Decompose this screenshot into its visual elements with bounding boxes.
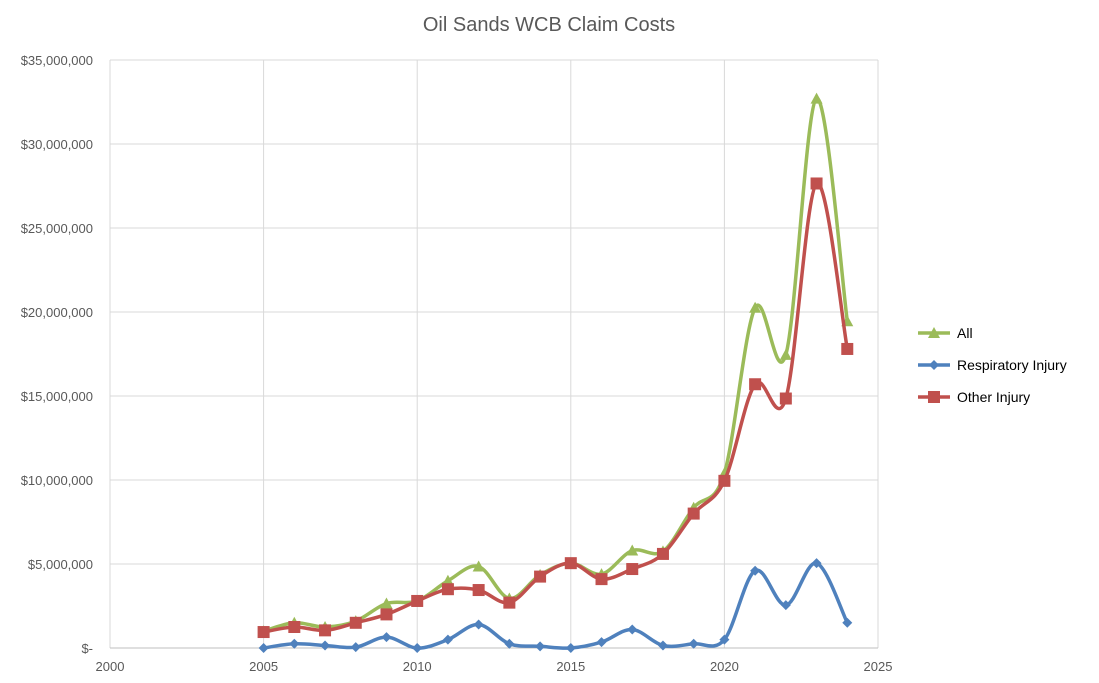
data-point-respiratory-injury	[442, 634, 453, 645]
data-point-other-injury	[349, 616, 362, 629]
data-point-other-injury	[472, 584, 485, 597]
legend-item-all: All	[918, 325, 973, 341]
data-point-respiratory-injury	[657, 640, 668, 651]
data-point-respiratory-injury	[473, 619, 484, 630]
data-point-respiratory-injury	[811, 558, 822, 569]
data-point-other-injury	[411, 594, 424, 607]
data-point-other-injury	[779, 392, 792, 405]
y-tick-label: $5,000,000	[28, 557, 93, 572]
x-tick-label: 2020	[710, 659, 739, 674]
data-point-other-injury	[319, 624, 332, 637]
x-tick-label: 2015	[556, 659, 585, 674]
data-point-respiratory-injury	[350, 642, 361, 653]
data-point-other-injury	[841, 342, 854, 355]
data-point-other-injury	[380, 608, 393, 621]
legend-marker-all	[928, 327, 940, 338]
data-point-respiratory-injury	[504, 638, 515, 649]
data-point-other-injury	[810, 177, 823, 190]
series-layer	[257, 92, 854, 653]
legend-item-respiratory-injury: Respiratory Injury	[918, 357, 1067, 373]
y-tick-label: $20,000,000	[21, 305, 93, 320]
legend-marker-other-injury	[928, 391, 940, 403]
data-point-respiratory-injury	[596, 637, 607, 648]
data-point-respiratory-injury	[719, 634, 730, 645]
data-point-all	[749, 301, 762, 313]
chart-title: Oil Sands WCB Claim Costs	[423, 14, 675, 36]
data-point-other-injury	[595, 573, 608, 586]
data-point-respiratory-injury	[688, 638, 699, 649]
data-point-all	[779, 348, 792, 360]
data-point-respiratory-injury	[565, 643, 576, 653]
data-point-respiratory-injury	[780, 600, 791, 611]
y-axis-ticks: $- $5,000,000 $10,000,000 $15,000,000 $20,00…	[21, 53, 93, 656]
series-line-all	[261, 96, 850, 633]
data-point-other-injury	[656, 547, 669, 560]
x-tick-label: 2010	[403, 659, 432, 674]
data-point-other-injury	[534, 570, 547, 583]
data-point-respiratory-injury	[320, 640, 331, 651]
data-point-other-injury	[687, 507, 700, 520]
legend-label-other-injury: Other Injury	[957, 389, 1030, 405]
data-point-respiratory-injury	[258, 643, 269, 653]
x-axis-ticks: 2000 2005 2010 2015 2020 2025	[96, 659, 893, 674]
data-point-other-injury	[749, 378, 762, 391]
data-point-all	[380, 597, 393, 609]
data-point-respiratory-injury	[412, 643, 423, 653]
data-point-other-injury	[441, 583, 454, 596]
data-point-all	[626, 544, 639, 556]
series-line-respiratory-injury	[261, 561, 850, 650]
legend-label-all: All	[957, 325, 973, 341]
y-tick-label: $25,000,000	[21, 221, 93, 236]
series-respiratory-injury	[258, 558, 853, 653]
data-point-respiratory-injury	[289, 638, 300, 649]
legend-label-respiratory-injury: Respiratory Injury	[957, 357, 1067, 373]
data-point-respiratory-injury	[381, 632, 392, 643]
data-point-other-injury	[257, 626, 270, 639]
data-point-other-injury	[626, 563, 639, 576]
y-tick-label: $35,000,000	[21, 53, 93, 68]
data-point-other-injury	[718, 474, 731, 487]
x-tick-label: 2025	[864, 659, 893, 674]
y-tick-label: $15,000,000	[21, 389, 93, 404]
legend-item-other-injury: Other Injury	[918, 389, 1030, 405]
data-point-all	[472, 560, 485, 572]
data-point-respiratory-injury	[842, 617, 853, 628]
y-tick-label: $30,000,000	[21, 137, 93, 152]
y-tick-label: $10,000,000	[21, 473, 93, 488]
data-point-all	[441, 574, 454, 586]
data-point-respiratory-injury	[535, 641, 546, 652]
gridlines	[109, 59, 879, 649]
data-point-all	[810, 92, 823, 104]
data-point-respiratory-injury	[627, 624, 638, 635]
data-point-other-injury	[503, 596, 516, 609]
y-tick-label: $-	[81, 641, 93, 656]
data-point-respiratory-injury	[750, 565, 761, 576]
x-tick-label: 2000	[96, 659, 125, 674]
legend: All Respiratory Injury Other Injury	[918, 325, 1067, 405]
data-point-other-injury	[564, 557, 577, 570]
x-tick-label: 2005	[249, 659, 278, 674]
series-line-other-injury	[261, 181, 850, 634]
series-all	[257, 92, 854, 637]
legend-marker-respiratory-injury	[929, 360, 939, 370]
series-other-injury	[257, 177, 854, 639]
data-point-other-injury	[288, 621, 301, 633]
